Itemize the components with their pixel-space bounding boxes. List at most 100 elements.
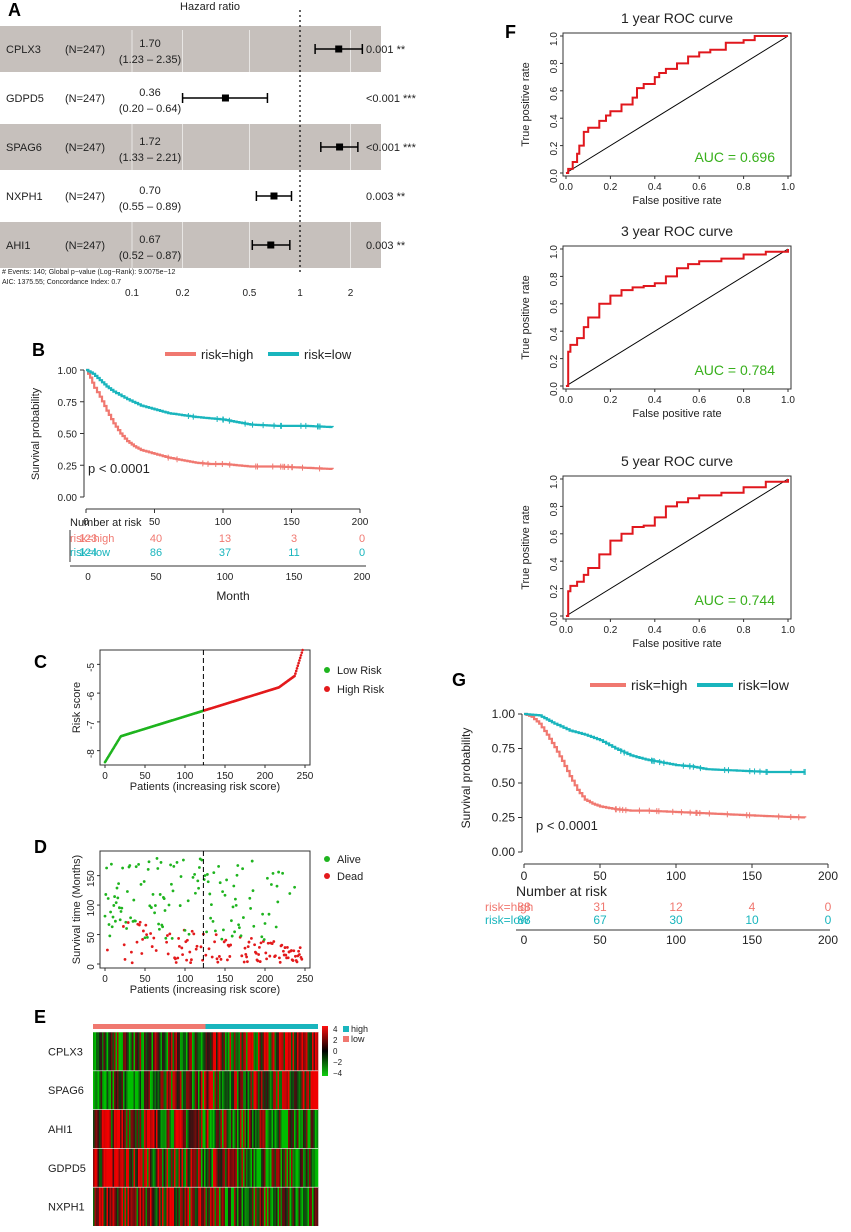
heatmap-cell: [130, 1148, 133, 1188]
km-y-tick-label: 0.75: [492, 742, 516, 756]
legend-low-label: risk=low: [738, 677, 790, 693]
heatmap-cell: [261, 1109, 263, 1149]
survtime-point: [158, 927, 161, 931]
heatmap-cell: [249, 1109, 251, 1149]
survtime-point: [130, 961, 134, 965]
heatmap-cell: [129, 1032, 131, 1071]
survtime-point: [128, 864, 132, 867]
survtime-point: [109, 910, 112, 914]
heatmap-cell: [189, 1032, 191, 1071]
riskscore-point: [295, 667, 299, 670]
heatmap-cell: [316, 1032, 319, 1071]
survtime-point: [231, 905, 235, 909]
riskscore-y-tick-label: -7: [86, 720, 97, 729]
heatmap-cell: [118, 1187, 121, 1226]
heatmap-cell: [250, 1187, 253, 1226]
heatmap-cell: [243, 1148, 245, 1188]
heatmap-cell: [129, 1187, 131, 1226]
heatmap-gene-label: SPAG6: [48, 1085, 84, 1097]
heatmap-cell: [99, 1148, 101, 1188]
survtime-point: [298, 946, 302, 950]
survtime-point: [157, 922, 161, 926]
survtime-point: [195, 944, 199, 948]
survtime-point: [232, 884, 236, 888]
heatmap-cell: [166, 1187, 169, 1226]
heatmap-cell: [150, 1032, 152, 1071]
heatmap-cell: [180, 1187, 182, 1226]
heatmap-cell: [262, 1109, 265, 1149]
heatmap-cell: [214, 1148, 217, 1188]
heatmap-cell: [154, 1032, 157, 1071]
heatmap-cell: [199, 1070, 202, 1110]
heatmap-cell: [289, 1070, 292, 1110]
forest-footnote-aic: AIC: 1375.55; Concordance Index: 0.7: [2, 279, 121, 286]
survtime-point: [138, 920, 142, 924]
heatmap-cell: [238, 1109, 241, 1149]
risk-count-high: 40: [150, 533, 162, 545]
heatmap-cell: [156, 1032, 158, 1071]
heatmap-cell: [97, 1109, 100, 1149]
heatmap-cell: [112, 1148, 115, 1188]
heatmap-cell: [126, 1070, 128, 1110]
heatmap-cell: [180, 1148, 182, 1188]
heatmap-cell: [177, 1109, 179, 1149]
heatmap-cell: [178, 1187, 181, 1226]
risk-count-low: 30: [669, 913, 683, 927]
heatmap-cell: [298, 1032, 301, 1071]
heatmap-cell: [115, 1148, 118, 1188]
survtime-point: [110, 862, 113, 866]
survtime-point: [180, 946, 184, 950]
heatmap-colorbar: [322, 1026, 328, 1076]
heatmap-cell: [195, 1109, 197, 1149]
survtime-point: [211, 919, 215, 923]
heatmap-cell: [174, 1148, 176, 1188]
heatmap-cell: [153, 1187, 155, 1226]
forest-n-label: (N=247): [65, 44, 105, 56]
heatmap-cell: [307, 1109, 310, 1149]
risk-x-tick-label: 50: [593, 933, 607, 947]
survtime-point: [165, 940, 169, 944]
heatmap-cell: [250, 1032, 253, 1071]
riskscore-x-label: Patients (increasing risk score): [130, 781, 280, 793]
heatmap-cell: [235, 1032, 238, 1071]
survtime-point: [237, 923, 241, 927]
heatmap-cell: [217, 1187, 220, 1226]
heatmap-cell: [253, 1109, 256, 1149]
heatmap-cell: [180, 1109, 182, 1149]
heatmap-cell: [133, 1070, 136, 1110]
heatmap-cell: [219, 1187, 221, 1226]
roc-auc-label: AUC = 0.744: [694, 592, 775, 608]
survtime-point: [199, 945, 203, 949]
heatmap-cell: [292, 1148, 295, 1188]
heatmap-cell: [253, 1032, 256, 1071]
heatmap-cell: [273, 1070, 275, 1110]
heatmap-cell: [207, 1148, 209, 1188]
heatmap-cell: [148, 1148, 151, 1188]
heatmap-cell: [103, 1187, 106, 1226]
heatmap-cell: [285, 1187, 287, 1226]
survtime-x-label: Patients (increasing risk score): [130, 984, 280, 996]
heatmap-cell: [283, 1187, 286, 1226]
heatmap-cell: [178, 1032, 181, 1071]
heatmap-cell: [93, 1109, 95, 1149]
heatmap-cell: [196, 1148, 199, 1188]
heatmap-cell: [207, 1070, 209, 1110]
heatmap-cell: [312, 1109, 314, 1149]
heatmap-cell: [144, 1148, 146, 1188]
heatmap-cell: [304, 1032, 307, 1071]
heatmap-cell: [264, 1187, 266, 1226]
heatmap-cell: [207, 1187, 209, 1226]
survtime-point: [106, 948, 109, 952]
survtime-point: [141, 937, 145, 941]
roc-y-tick-label: 0.6: [549, 299, 560, 313]
roc-diagonal: [565, 248, 789, 387]
km-y-tick-label: 0.75: [58, 398, 78, 409]
heatmap-cell: [142, 1032, 145, 1071]
heatmap-cell: [139, 1032, 142, 1071]
heatmap-cell: [307, 1070, 310, 1110]
heatmap-cell: [106, 1070, 109, 1110]
forest-point: [335, 45, 343, 53]
heatmap-cell: [295, 1032, 298, 1071]
heatmap-cell: [247, 1148, 250, 1188]
heatmap-cell: [156, 1148, 158, 1188]
